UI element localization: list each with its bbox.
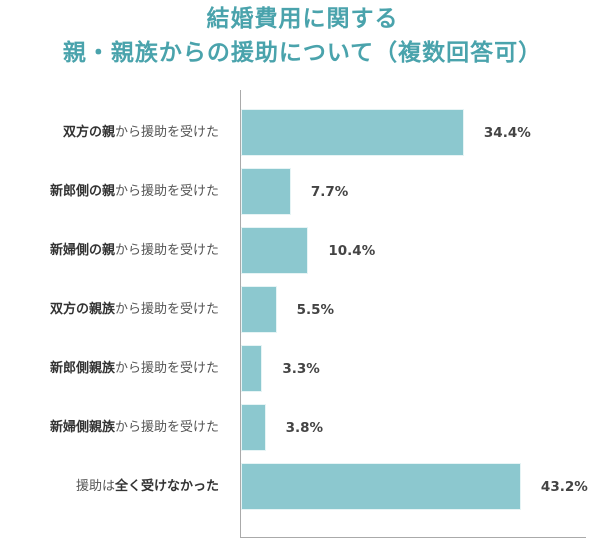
category-label: 双方の親から援助を受けた bbox=[62, 125, 219, 140]
chart-title-line-2: 親・親族からの援助について（複数回答可） bbox=[62, 40, 543, 66]
value-label: 34.4% bbox=[483, 125, 531, 141]
bar bbox=[241, 109, 464, 156]
category-label: 新郎側の親から援助を受けた bbox=[49, 184, 219, 199]
value-label: 3.8% bbox=[285, 420, 324, 436]
bar bbox=[241, 227, 309, 274]
y-axis-line bbox=[240, 90, 241, 538]
category-label: 双方の親族から援助を受けた bbox=[49, 302, 219, 317]
category-label: 新郎側親族から援助を受けた bbox=[49, 361, 219, 376]
category-label: 新婦側の親から援助を受けた bbox=[49, 243, 219, 258]
bar-row: 新婦側親族から援助を受けた 3.8% bbox=[0, 404, 605, 452]
bar bbox=[241, 345, 263, 392]
chart-title-line-1: 結婚費用に関する bbox=[206, 6, 399, 32]
value-label: 7.7% bbox=[310, 184, 349, 200]
bar bbox=[241, 463, 521, 510]
x-axis-line bbox=[240, 537, 586, 538]
value-label: 43.2% bbox=[540, 479, 588, 495]
bar bbox=[241, 286, 277, 333]
bar-row: 援助は全く受けなかった 43.2% bbox=[0, 463, 605, 511]
bar bbox=[241, 404, 266, 451]
value-label: 3.3% bbox=[282, 361, 320, 377]
category-label: 援助は全く受けなかった bbox=[75, 479, 219, 494]
bar bbox=[241, 168, 291, 215]
value-label: 5.5% bbox=[296, 302, 335, 318]
bar-row: 新郎側の親から援助を受けた 7.7% bbox=[0, 168, 605, 216]
value-label: 10.4% bbox=[328, 243, 376, 259]
category-label: 新婦側親族から援助を受けた bbox=[49, 420, 219, 435]
bar-row: 新郎側親族から援助を受けた 3.3% bbox=[0, 345, 605, 393]
bar-row: 新婦側の親から援助を受けた 10.4% bbox=[0, 227, 605, 275]
bar-row: 双方の親から援助を受けた 34.4% bbox=[0, 109, 605, 157]
bar-row: 双方の親族から援助を受けた 5.5% bbox=[0, 286, 605, 334]
chart-title: 結婚費用に関する 親・親族からの援助について（複数回答可） bbox=[0, 2, 605, 70]
